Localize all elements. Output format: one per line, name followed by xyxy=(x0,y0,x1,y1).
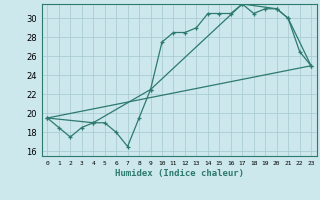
X-axis label: Humidex (Indice chaleur): Humidex (Indice chaleur) xyxy=(115,169,244,178)
